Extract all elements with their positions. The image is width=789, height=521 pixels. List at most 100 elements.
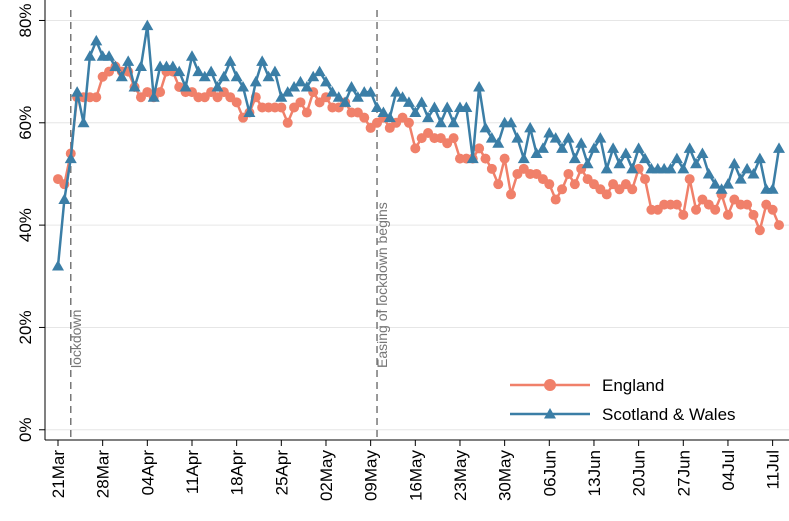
data-point — [396, 91, 409, 102]
data-point — [243, 106, 256, 118]
data-point — [295, 97, 306, 108]
data-point — [543, 127, 556, 138]
x-tick-label: 11Apr — [183, 450, 202, 494]
data-point — [702, 167, 715, 179]
data-point — [474, 143, 485, 154]
data-point — [179, 80, 192, 92]
legend-label: Scotland & Wales — [602, 405, 736, 424]
data-point — [441, 101, 454, 112]
data-point — [134, 60, 147, 72]
data-point — [230, 70, 243, 82]
data-point — [619, 147, 632, 158]
data-point — [103, 50, 116, 61]
data-point — [524, 121, 537, 133]
data-point — [128, 80, 141, 92]
data-point — [556, 142, 569, 153]
y-tick-label: 60% — [16, 106, 35, 140]
data-point — [710, 204, 721, 215]
data-point — [262, 70, 275, 82]
data-point — [434, 116, 447, 128]
x-tick-label: 30May — [496, 450, 515, 502]
data-point — [115, 70, 128, 82]
legend-marker — [544, 408, 556, 419]
data-point — [486, 163, 497, 174]
x-tick-label: 04Jul — [719, 450, 738, 491]
data-point — [480, 153, 491, 164]
data-point — [466, 152, 479, 164]
data-point — [410, 143, 421, 154]
data-point — [288, 80, 301, 92]
data-point — [684, 174, 695, 185]
data-point — [722, 209, 733, 220]
legend-label: England — [602, 376, 664, 395]
data-point — [231, 97, 242, 108]
data-point — [774, 220, 784, 231]
data-point — [275, 91, 288, 102]
data-point — [607, 142, 620, 153]
data-point — [664, 162, 677, 174]
data-point — [155, 87, 166, 98]
data-point — [428, 101, 441, 112]
data-point — [753, 152, 766, 164]
data-point — [499, 153, 510, 164]
data-point — [58, 193, 71, 205]
data-point — [64, 152, 77, 164]
data-point — [415, 96, 428, 107]
data-point — [492, 137, 505, 148]
data-point — [506, 189, 517, 200]
data-point — [511, 132, 524, 143]
data-point — [678, 209, 689, 220]
data-point — [294, 75, 307, 87]
data-point — [301, 107, 312, 118]
data-point — [249, 75, 262, 87]
data-point — [326, 86, 339, 97]
data-point — [390, 86, 403, 97]
data-point — [166, 60, 179, 72]
data-point — [217, 70, 230, 82]
data-point — [91, 92, 102, 103]
data-point — [601, 189, 612, 200]
data-point — [422, 111, 435, 123]
data-point — [256, 55, 269, 66]
y-tick-label: 40% — [16, 208, 35, 242]
data-point — [485, 132, 498, 143]
data-point — [632, 142, 645, 153]
data-point — [90, 34, 103, 46]
x-tick-label: 28Mar — [94, 450, 113, 499]
data-point — [383, 111, 396, 123]
annotation-text: Easing of lockdown begins — [374, 202, 390, 368]
data-point — [683, 142, 696, 153]
data-point — [594, 132, 607, 143]
data-point — [536, 142, 549, 153]
y-tick-label: 20% — [16, 310, 35, 344]
data-point — [371, 101, 384, 112]
data-point — [747, 167, 760, 179]
data-point — [709, 178, 722, 189]
data-point — [403, 117, 414, 128]
data-point — [71, 86, 84, 97]
data-point — [173, 65, 186, 77]
x-tick-label: 06Jun — [540, 450, 559, 496]
data-point — [359, 112, 370, 123]
data-point — [409, 106, 422, 118]
data-point — [205, 65, 218, 77]
data-point — [300, 80, 313, 92]
data-point — [52, 260, 64, 271]
data-point — [549, 132, 562, 143]
data-point — [313, 65, 326, 77]
y-tick-label: 0% — [16, 417, 35, 442]
x-tick-label: 16May — [406, 450, 425, 502]
data-point — [696, 147, 709, 158]
data-point — [364, 86, 377, 97]
x-tick-label: 21Mar — [49, 450, 68, 499]
data-point — [345, 80, 358, 92]
data-point — [473, 80, 486, 92]
series — [52, 19, 785, 271]
data-point — [748, 209, 759, 220]
data-point — [332, 91, 345, 102]
data-point — [568, 152, 581, 164]
data-point — [505, 116, 518, 128]
data-point — [447, 116, 460, 128]
data-point — [268, 65, 281, 77]
